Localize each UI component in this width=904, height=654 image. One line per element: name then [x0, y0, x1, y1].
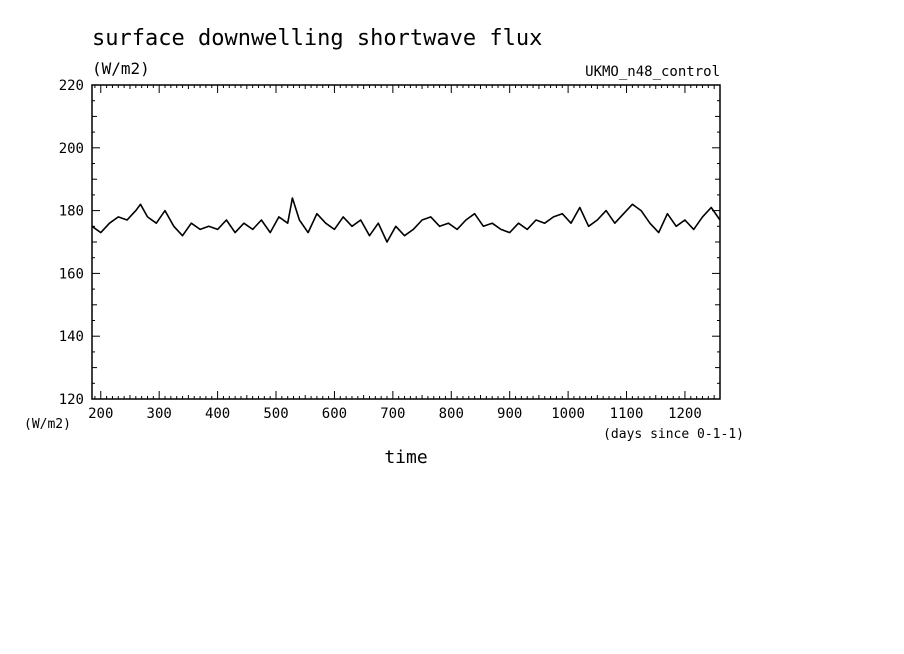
x-tick-label: 300 — [147, 406, 172, 422]
x-tick-label: 1000 — [551, 406, 585, 422]
x-tick-label: 900 — [497, 406, 522, 422]
x-tick-label: 1200 — [668, 406, 702, 422]
x-tick-label: 800 — [439, 406, 464, 422]
chart-title: surface downwelling shortwave flux — [92, 26, 542, 51]
y-tick-label: 120 — [59, 392, 84, 408]
y-tick-label: 200 — [59, 141, 84, 157]
series-group — [91, 197, 721, 243]
y-tick-label: 180 — [59, 204, 84, 220]
y-tick-label: 220 — [59, 78, 84, 94]
y-axis-units: (W/m2) — [24, 417, 71, 432]
model-label: UKMO_n48_control — [585, 64, 720, 80]
x-tick-label: 400 — [205, 406, 230, 422]
x-tick-label: 700 — [380, 406, 405, 422]
units-label: (W/m2) — [92, 59, 150, 78]
y-tick-label: 160 — [59, 266, 84, 282]
x-tick-label: 200 — [88, 406, 113, 422]
y-tick-label: 140 — [59, 329, 84, 345]
series-line-0 — [91, 197, 721, 243]
axes: 200 300 400 500 600 700 800 900 1000 1100 1200 120 1… — [59, 78, 721, 422]
x-tick-label: 1100 — [610, 406, 644, 422]
x-tick-label: 500 — [263, 406, 288, 422]
x-tick-label: 600 — [322, 406, 347, 422]
x-axis-units: (days since 0-1-1) — [603, 427, 744, 442]
x-axis-title: time — [384, 447, 427, 468]
plot-frame — [91, 84, 721, 400]
